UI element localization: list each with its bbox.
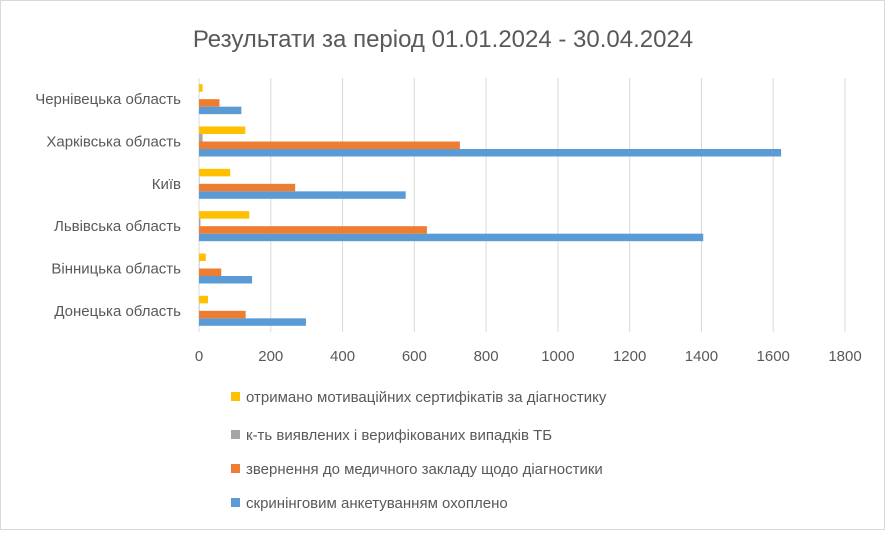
bar-2-3 — [199, 211, 249, 219]
legend-label-1: звернення до медичного закладу щодо діаг… — [246, 461, 603, 478]
bar-4-2 — [199, 134, 203, 142]
x-tick-label-1600: 1600 — [757, 348, 790, 365]
bars — [199, 84, 781, 326]
bar-4-3 — [199, 127, 245, 135]
bar-0-1 — [199, 311, 246, 319]
x-tick-label-1400: 1400 — [685, 348, 718, 365]
bar-5-3 — [199, 84, 203, 92]
category-label-1: Вінницька область — [51, 261, 181, 278]
legend-swatch-1 — [231, 464, 240, 473]
bar-1-3 — [199, 254, 206, 262]
gridlines — [199, 78, 845, 332]
bar-4-1 — [199, 142, 460, 150]
bar-4-0 — [199, 149, 781, 157]
category-label-5: Чернівецька область — [35, 91, 181, 108]
x-tick-label-400: 400 — [330, 348, 355, 365]
legend-label-0: скринінговим анкетуванням охоплено — [246, 495, 508, 512]
x-tick-label-800: 800 — [474, 348, 499, 365]
bar-5-1 — [199, 99, 219, 107]
bar-0-0 — [199, 318, 306, 326]
category-label-2: Львівська область — [54, 218, 181, 235]
bar-2-1 — [199, 226, 427, 234]
chart-title: Результати за період 01.01.2024 - 30.04.… — [193, 26, 693, 53]
bar-0-3 — [199, 296, 208, 304]
category-labels: Донецька область Вінницька область Львівсь… — [35, 91, 181, 320]
x-tick-label-1200: 1200 — [613, 348, 646, 365]
x-tick-labels: 0 200 400 600 800 1000 1200 1400 1600 1800 — [195, 348, 862, 365]
bar-2-2 — [199, 219, 200, 227]
bar-1-1 — [199, 269, 221, 277]
x-tick-label-1800: 1800 — [828, 348, 861, 365]
bar-2-0 — [199, 234, 703, 242]
category-label-4: Харківська область — [46, 134, 181, 151]
bar-5-0 — [199, 107, 241, 115]
legend-swatch-3 — [231, 392, 240, 401]
legend-label-2: к-ть виявлених і верифікованих випадків … — [246, 427, 552, 444]
bar-3-1 — [199, 184, 295, 192]
x-tick-label-0: 0 — [195, 348, 203, 365]
bar-3-3 — [199, 169, 230, 177]
bar-1-0 — [199, 276, 252, 284]
legend-swatch-2 — [231, 430, 240, 439]
legend-swatch-0 — [231, 498, 240, 507]
x-tick-label-1000: 1000 — [541, 348, 574, 365]
legend: отримано мотиваційних сертифікатів за ді… — [231, 389, 607, 512]
bar-3-0 — [199, 191, 406, 199]
legend-label-3: отримано мотиваційних сертифікатів за ді… — [246, 389, 607, 406]
x-tick-label-600: 600 — [402, 348, 427, 365]
category-label-3: Київ — [152, 176, 181, 193]
x-tick-label-200: 200 — [258, 348, 283, 365]
category-label-0: Донецька область — [54, 303, 181, 320]
